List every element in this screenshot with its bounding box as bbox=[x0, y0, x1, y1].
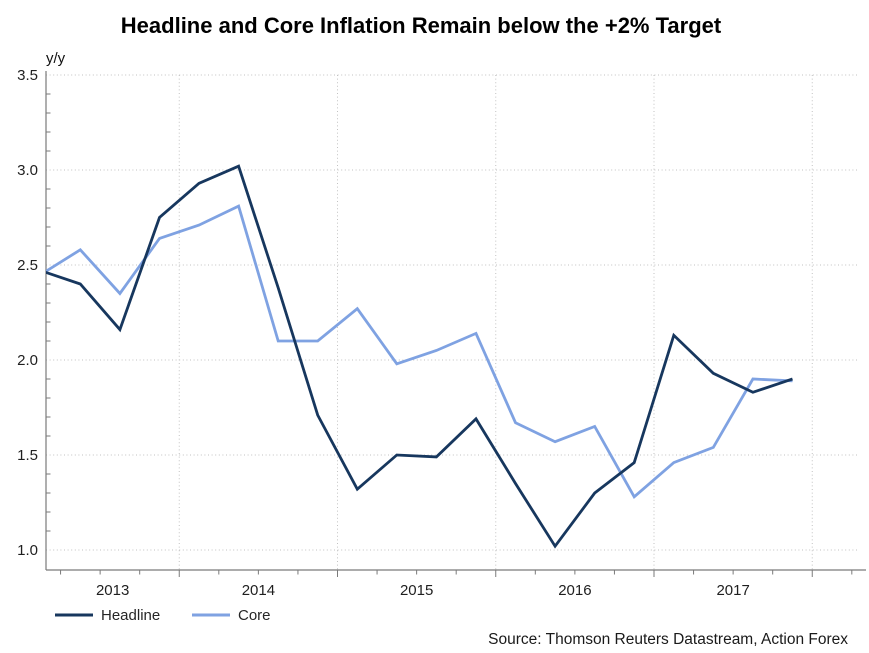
core-line bbox=[46, 204, 793, 499]
x-year-label: 2013 bbox=[96, 582, 129, 599]
x-year-label: 2017 bbox=[716, 582, 749, 599]
y-tick-label: 2.5 bbox=[17, 257, 38, 274]
y-tick-label: 1.5 bbox=[17, 447, 38, 464]
axis-lines bbox=[45, 71, 866, 571]
source-note: Source: Thomson Reuters Datastream, Acti… bbox=[488, 631, 848, 648]
legend-headline-label: Headline bbox=[101, 607, 160, 624]
y-tick-label: 3.0 bbox=[17, 162, 38, 179]
x-year-label: 2014 bbox=[242, 582, 275, 599]
y-axis-unit-label: y/y bbox=[46, 50, 66, 67]
legend-core-label: Core bbox=[238, 607, 271, 624]
y-tick-label: 3.5 bbox=[17, 67, 38, 84]
chart-title: Headline and Core Inflation Remain below… bbox=[121, 13, 722, 38]
series-lines bbox=[46, 164, 793, 549]
y-tick-label: 2.0 bbox=[17, 352, 38, 369]
gridlines bbox=[46, 74, 858, 570]
x-year-label: 2015 bbox=[400, 582, 433, 599]
x-year-label: 2016 bbox=[558, 582, 591, 599]
legend: Headline Core bbox=[55, 607, 271, 624]
y-tick-label: 1.0 bbox=[17, 542, 38, 559]
tick-labels: 1.0 1.5 2.0 2.5 3.0 3.5 2013 2014 2015 2016 2017 bbox=[17, 67, 750, 599]
headline-line bbox=[46, 164, 793, 549]
axis-ticks bbox=[46, 93, 853, 577]
